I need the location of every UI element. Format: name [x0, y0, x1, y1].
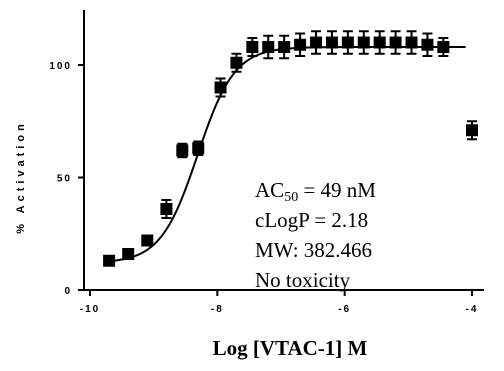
data-points: [103, 30, 478, 267]
annotations: AC50 = 49 nM cLogP = 2.18 MW: 382.466 No to…: [255, 178, 376, 292]
square-marker: [325, 36, 338, 49]
y-tick-label: 100: [49, 61, 72, 72]
annotation-line: No toxicity: [255, 268, 351, 292]
data-point: [294, 32, 307, 57]
annotation-line: MW: 382.466: [255, 238, 372, 262]
data-point: [341, 30, 354, 55]
data-point: [192, 140, 205, 156]
square-marker: [278, 41, 291, 53]
data-point: [262, 34, 275, 60]
subscript-text: 50: [284, 190, 298, 205]
data-point: [160, 199, 173, 219]
annotation-segment: cLogP = 2.18: [255, 208, 368, 232]
square-marker: [141, 234, 154, 247]
annotation-segment: = 49 nM: [298, 178, 376, 202]
y-tick-label: 50: [57, 174, 72, 185]
annotation-segment: No toxicity: [255, 268, 351, 292]
square-marker: [421, 38, 434, 51]
square-marker: [373, 36, 386, 49]
square-marker: [262, 41, 275, 53]
data-point: [421, 32, 434, 57]
data-point: [373, 30, 386, 55]
data-point: [141, 234, 154, 247]
data-point: [357, 30, 370, 55]
data-point: [278, 34, 291, 60]
square-marker: [437, 41, 450, 53]
data-point: [214, 77, 227, 98]
square-marker: [122, 248, 135, 260]
square-marker: [246, 41, 259, 53]
y-tick-label: 0: [64, 286, 72, 297]
annotation-segment: AC: [255, 178, 284, 202]
square-marker: [389, 36, 402, 49]
square-marker: [310, 36, 323, 49]
x-tick-label: -10: [80, 304, 100, 315]
data-point: [325, 30, 338, 55]
square-marker: [357, 36, 370, 49]
square-marker: [341, 36, 354, 49]
x-axis-label: Log [VTAC-1] M: [213, 336, 368, 360]
square-marker: [214, 81, 227, 94]
x-tick-label: -8: [211, 304, 224, 315]
data-point: [246, 37, 259, 57]
data-point: [437, 37, 450, 57]
data-point: [230, 52, 243, 73]
x-tick-label: -6: [338, 304, 351, 315]
data-point: [466, 120, 478, 141]
axes: [83, 10, 484, 291]
annotation-segment: MW: 382.466: [255, 238, 372, 262]
annotation-line: cLogP = 2.18: [255, 208, 368, 232]
square-marker: [192, 142, 205, 155]
data-point: [310, 30, 323, 55]
data-point: [103, 254, 116, 267]
square-marker: [405, 36, 418, 49]
y-axis-label: % Activation: [15, 120, 27, 234]
square-marker: [466, 124, 478, 137]
annotation-line: AC50 = 49 nM: [255, 178, 376, 205]
square-marker: [230, 56, 243, 69]
x-tick-label: -4: [466, 304, 479, 315]
square-marker: [176, 144, 189, 157]
data-point: [405, 30, 418, 55]
data-point: [176, 142, 189, 159]
square-marker: [160, 203, 173, 215]
data-point: [389, 30, 402, 55]
square-marker: [103, 254, 116, 267]
data-point: [122, 248, 135, 260]
square-marker: [294, 38, 307, 51]
ticks: -10 -8 -6 -4 0 50 100: [49, 61, 479, 315]
